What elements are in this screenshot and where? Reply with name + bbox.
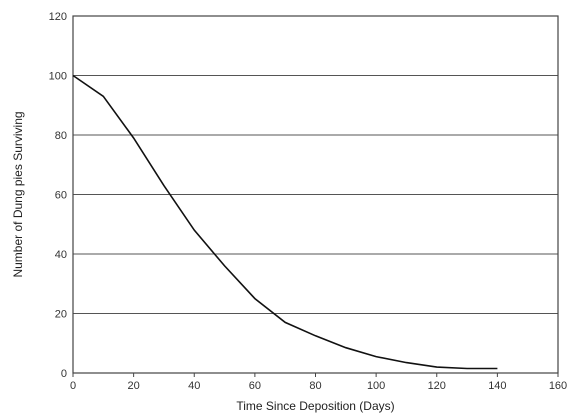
y-tick-label: 0	[61, 368, 67, 380]
x-tick-label: 140	[488, 380, 506, 392]
y-tick-label: 20	[55, 309, 67, 321]
y-tick-label: 100	[49, 71, 67, 83]
gridlines	[73, 75, 558, 314]
survival-curve	[72, 74, 498, 370]
y-tick-label: 120	[49, 11, 67, 23]
x-tick-label: 40	[188, 380, 200, 392]
x-tick-label: 80	[309, 380, 321, 392]
x-tick-label: 100	[367, 380, 385, 392]
y-axis-title: Number of Dung pies Surviving	[11, 111, 25, 277]
y-tick-labels: 0 20 40 60 80 100 120	[49, 11, 67, 380]
y-tick-label: 40	[55, 249, 67, 261]
x-tick-label: 160	[549, 380, 567, 392]
x-tick-label: 120	[428, 380, 446, 392]
x-axis-title: Time Since Deposition (Days)	[236, 399, 394, 413]
x-tick-label: 0	[70, 380, 76, 392]
x-tick-label: 20	[128, 380, 140, 392]
y-tick-label: 80	[55, 130, 67, 142]
x-tick-labels: 0 20 40 60 80 100 120 140 160	[70, 373, 567, 392]
x-tick-label: 60	[249, 380, 261, 392]
y-tick-label: 60	[55, 190, 67, 202]
